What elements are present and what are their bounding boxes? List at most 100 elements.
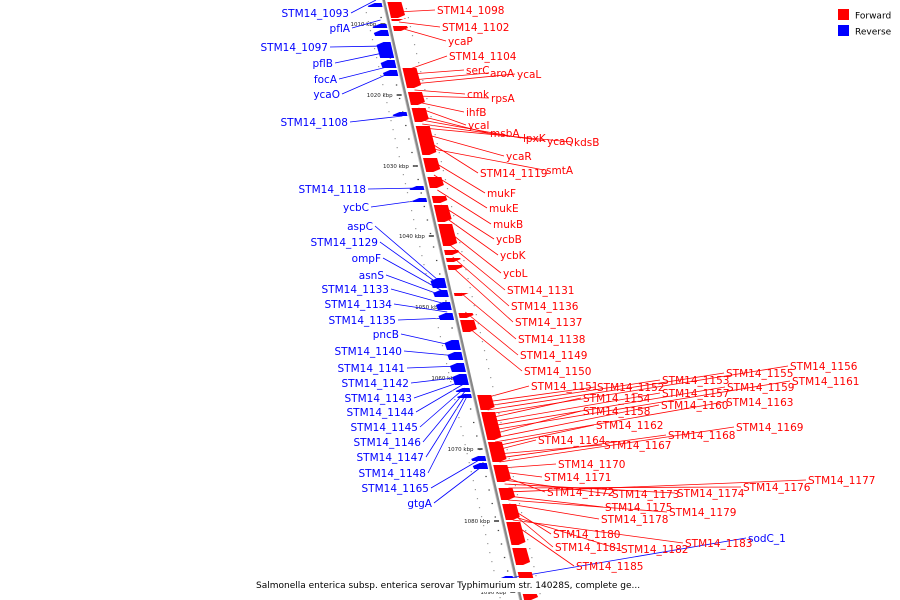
leader-line-forward bbox=[492, 380, 791, 431]
minor-tick bbox=[494, 516, 497, 518]
leader-line-reverse bbox=[367, 187, 419, 190]
strand-marker bbox=[512, 476, 514, 478]
gene-label-reverse: STM14_1145 bbox=[351, 422, 418, 434]
leader-line-reverse bbox=[427, 396, 468, 474]
leader-line-forward bbox=[413, 73, 516, 85]
leader-line-reverse bbox=[415, 383, 464, 413]
forward-feature bbox=[487, 442, 507, 462]
leader-line-forward bbox=[491, 386, 726, 427]
leader-line-reverse bbox=[390, 288, 446, 305]
leader-line-forward bbox=[433, 174, 488, 209]
forward-feature bbox=[387, 2, 406, 18]
minor-tick bbox=[500, 543, 503, 545]
strand-marker bbox=[417, 237, 419, 239]
leader-line-forward bbox=[417, 101, 465, 113]
leader-line-reverse bbox=[349, 115, 403, 123]
gene-label-forward: STM14_1137 bbox=[515, 317, 582, 329]
gene-label-forward: STM14_1152 bbox=[597, 382, 664, 394]
forward-feature bbox=[423, 158, 441, 172]
leader-line-reverse bbox=[425, 393, 467, 458]
gene-label-forward: STM14_1151 bbox=[531, 381, 598, 393]
leader-line-forward bbox=[490, 392, 661, 423]
strand-marker bbox=[384, 93, 386, 95]
reverse-feature bbox=[435, 302, 452, 310]
strand-marker bbox=[425, 273, 427, 275]
leader-line-forward bbox=[485, 386, 596, 403]
tick-label: 1090 kbp bbox=[480, 590, 506, 596]
gene-label-forward: smtA bbox=[546, 165, 574, 177]
minor-tick bbox=[423, 205, 426, 208]
strand-marker bbox=[390, 120, 392, 122]
minor-tick bbox=[405, 124, 407, 127]
strand-marker bbox=[411, 35, 414, 37]
leader-line-forward bbox=[493, 404, 660, 439]
strand-marker bbox=[516, 494, 519, 496]
strand-marker bbox=[491, 561, 493, 563]
gene-label-forward: STM14_1179 bbox=[669, 507, 736, 519]
legend-label-reverse: Reverse bbox=[855, 28, 892, 38]
gene-label-forward: STM14_1185 bbox=[576, 561, 643, 573]
strand-marker bbox=[388, 111, 390, 113]
strand-marker bbox=[480, 516, 483, 518]
strand-marker bbox=[535, 575, 537, 577]
reverse-feature bbox=[376, 42, 395, 58]
minor-tick bbox=[411, 151, 413, 154]
strand-marker bbox=[402, 174, 404, 176]
forward-feature bbox=[431, 196, 448, 203]
forward-feature bbox=[458, 313, 474, 318]
gene-label-forward: STM14_1160 bbox=[661, 400, 728, 412]
leader-line-reverse bbox=[433, 465, 483, 504]
leader-line-forward bbox=[498, 434, 667, 459]
gene-label-reverse: STM14_1133 bbox=[322, 284, 389, 296]
strand-marker bbox=[523, 521, 525, 523]
strand-marker bbox=[529, 548, 531, 550]
leader-line-forward bbox=[418, 107, 467, 126]
strand-marker bbox=[394, 138, 396, 140]
reverse-feature bbox=[409, 186, 425, 190]
gene-label-forward: ihfB bbox=[466, 107, 486, 119]
gene-label-forward: rpsA bbox=[491, 93, 515, 105]
gene-label-forward: msbA bbox=[490, 128, 520, 140]
gene-label-forward: STM14_1154 bbox=[583, 393, 651, 405]
strand-marker bbox=[533, 566, 535, 568]
strand-marker bbox=[504, 440, 506, 442]
strand-marker bbox=[437, 327, 439, 329]
strand-marker bbox=[438, 152, 440, 154]
strand-marker bbox=[483, 525, 485, 527]
forward-feature bbox=[498, 488, 516, 500]
gene-label-forward: STM14_1119 bbox=[480, 168, 547, 180]
leader-line-forward bbox=[487, 372, 725, 411]
minor-tick bbox=[476, 435, 478, 437]
strand-marker bbox=[415, 228, 417, 230]
gene-label-reverse: aspC bbox=[347, 221, 373, 233]
gene-label-reverse: STM14_1118 bbox=[299, 184, 366, 196]
gene-label-reverse: STM14_1140 bbox=[335, 346, 402, 358]
strand-marker bbox=[380, 75, 382, 77]
gene-label-forward: ycbK bbox=[500, 250, 527, 262]
leader-line-forward bbox=[410, 69, 465, 75]
strand-marker bbox=[506, 449, 508, 451]
gene-label-reverse: STM14_1147 bbox=[357, 452, 424, 464]
strand-marker bbox=[464, 444, 466, 446]
minor-tick bbox=[439, 273, 441, 275]
gene-label-forward: STM14_1183 bbox=[685, 538, 752, 550]
gene-label-forward: ycbL bbox=[503, 268, 528, 280]
strand-marker bbox=[440, 161, 442, 163]
minor-tick bbox=[380, 16, 382, 19]
gene-label-reverse: STM14_1165 bbox=[362, 483, 429, 495]
strand-marker bbox=[400, 165, 402, 167]
leader-line-reverse bbox=[422, 390, 466, 443]
gene-label-forward: STM14_1158 bbox=[583, 406, 650, 418]
leader-line-forward bbox=[500, 463, 557, 469]
strand-marker bbox=[514, 485, 516, 487]
strand-marker bbox=[452, 390, 454, 392]
forward-feature bbox=[460, 320, 477, 332]
strand-marker bbox=[463, 260, 465, 262]
gene-label-forward: lpxK bbox=[523, 133, 547, 145]
minor-tick bbox=[417, 178, 419, 181]
strand-marker bbox=[469, 287, 471, 289]
forward-feature bbox=[493, 465, 512, 482]
strand-marker bbox=[456, 408, 458, 410]
forward-feature bbox=[445, 258, 461, 262]
gene-label-forward: STM14_1171 bbox=[544, 472, 611, 484]
